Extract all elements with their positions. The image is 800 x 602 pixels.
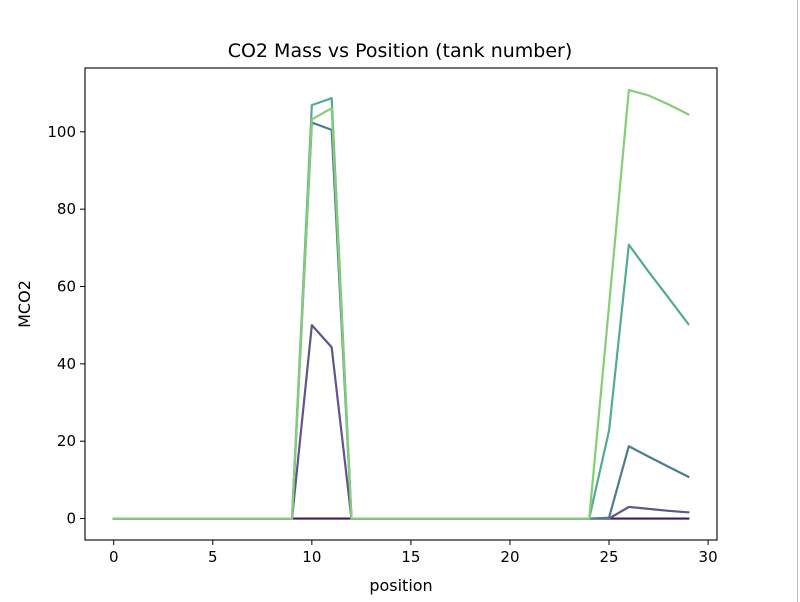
x-tick-label: 0 bbox=[109, 548, 119, 566]
window-edge-divider bbox=[797, 0, 798, 602]
x-tick-label: 30 bbox=[699, 548, 718, 566]
series-line-5 bbox=[112, 88, 690, 520]
chart-title: CO2 Mass vs Position (tank number) bbox=[228, 40, 573, 62]
x-axis-ticks: 0 5 10 15 20 25 30 bbox=[109, 540, 718, 566]
x-tick-label: 20 bbox=[500, 548, 519, 566]
x-tick-label: 15 bbox=[401, 548, 420, 566]
x-axis-label: position bbox=[369, 576, 432, 595]
y-tick-label: 100 bbox=[47, 123, 76, 141]
series-layer bbox=[112, 88, 690, 520]
series-line-4 bbox=[112, 97, 690, 520]
y-axis-label: MCO2 bbox=[15, 280, 34, 328]
y-tick-label: 60 bbox=[57, 278, 76, 296]
x-tick-label: 10 bbox=[302, 548, 321, 566]
y-tick-label: 40 bbox=[57, 355, 76, 373]
x-tick-label: 25 bbox=[599, 548, 618, 566]
y-axis-ticks: 0 20 40 60 80 100 bbox=[47, 123, 85, 528]
y-tick-label: 80 bbox=[57, 200, 76, 218]
y-tick-label: 0 bbox=[66, 510, 76, 528]
plot-frame bbox=[84, 67, 718, 541]
y-tick-label: 20 bbox=[57, 432, 76, 450]
x-tick-label: 5 bbox=[208, 548, 218, 566]
series-line-2 bbox=[112, 324, 690, 520]
